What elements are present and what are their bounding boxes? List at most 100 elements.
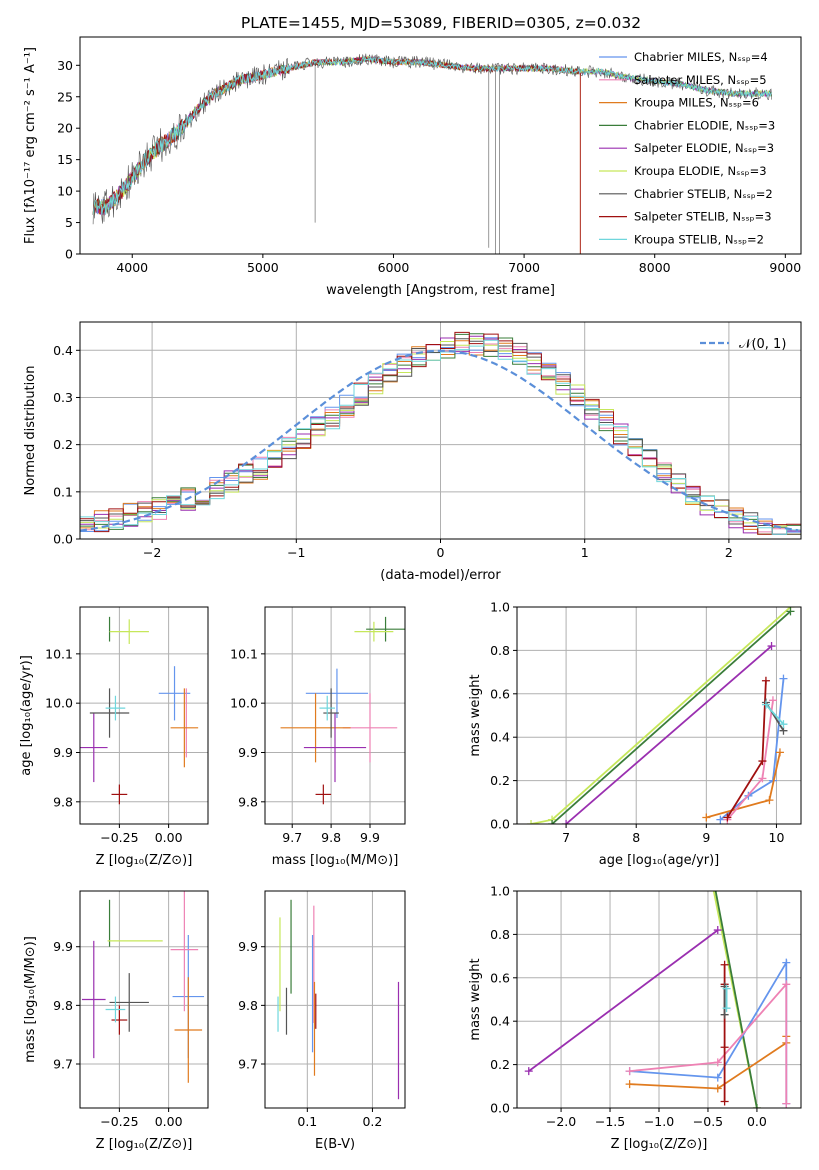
x-tick-label: −1.5: [595, 1114, 625, 1129]
plot-area: [527, 607, 795, 824]
legend-label-kroupa-stelib: Kroupa STELIB, Nₛₛₚ=2: [634, 232, 764, 246]
weight-kroupa-stelib-marker: [779, 720, 788, 729]
weight-kroupa-miles-marker: [775, 748, 784, 757]
y-tick-label: 9.8: [53, 998, 73, 1013]
y-tick-label: 0.1: [53, 484, 73, 499]
histogram-kroupa-stelib-line: [80, 339, 801, 535]
x-axis-label: Z [log₁₀(Z/Z⊙)]: [96, 853, 193, 868]
y-tick-label: 0: [65, 247, 73, 262]
plot-area: [80, 331, 801, 535]
weight-salpeter-elodie-marker: [767, 642, 776, 651]
weight-kroupa-miles-line: [706, 752, 781, 819]
y-tick-label: 0.3: [53, 390, 73, 405]
y-tick-label: 0.4: [490, 1014, 510, 1029]
weight-chabrier-stelib-marker: [720, 1010, 729, 1019]
legend-label-chabrier-elodie: Chabrier ELODIE, Nₛₛₚ=3: [634, 118, 775, 132]
x-tick-label: 10: [769, 830, 785, 845]
plot-area: [280, 616, 405, 805]
x-tick-label: 0.1: [297, 1114, 317, 1129]
x-tick-label: 0.00: [155, 830, 183, 845]
spectrum-panel: 4000 5000 6000 7000 8000 9000 0 5 10 15 20 25 30 wave…: [23, 36, 802, 298]
y-tick-label: 10.0: [230, 696, 258, 711]
weight-salpeter-miles-line: [629, 981, 788, 1104]
normal-pdf-curve: [80, 349, 799, 532]
y-tick-label: 1.0: [490, 600, 510, 615]
axes-frame: [79, 890, 209, 1109]
axes-frame: [516, 890, 802, 1109]
legend-label-normal: 𝒩(0, 1): [739, 337, 786, 352]
x-axis-label: wavelength [Angstrom, rest frame]: [326, 283, 555, 298]
weight-kroupa-elodie-marker: [709, 883, 717, 891]
x-axis-label: (data-model)/error: [380, 568, 501, 583]
plot-area: [92, 53, 773, 254]
y-tick-label: 9.9: [53, 745, 73, 760]
weight-salpeter-elodie-marker: [562, 820, 571, 824]
x-axis-label: E(B-V): [315, 1137, 355, 1152]
x-tick-label: 0.0: [747, 1114, 767, 1129]
y-axis-label: mass weight: [468, 674, 483, 756]
y-tick-label: 9.7: [238, 1057, 258, 1072]
weight-salpeter-miles-marker: [625, 1067, 634, 1076]
y-tick-label: 1.0: [490, 884, 510, 899]
weight-salpeter-stelib-marker: [723, 813, 732, 822]
spectrum-chabrier-stelib-line: [92, 53, 772, 254]
x-tick-label: 7: [562, 830, 570, 845]
y-tick-label: 9.9: [238, 745, 258, 760]
weight-salpeter-miles-marker: [768, 696, 777, 705]
y-tick-label: 9.7: [53, 1057, 73, 1072]
age-vs-mass-panel: 9.7 9.8 9.9 9.8 9.9 10.0 10.1 mass [log₁₀(M/M⊙)…: [230, 606, 406, 868]
weight-chabrier-elodie-line: [551, 610, 792, 824]
weight-kroupa-stelib-marker: [722, 984, 731, 993]
y-tick-label: 9.9: [53, 939, 73, 954]
weight-kroupa-elodie-marker: [527, 820, 536, 824]
spectrum-kroupa-stelib-line: [92, 55, 773, 215]
x-tick-label: 6000: [378, 260, 410, 275]
y-tick-label: 0.0: [490, 817, 510, 832]
age-vs-metallicity-panel: −0.25 0.00 9.8 9.9 10.0 10.1 Z [log₁₀(Z/Z⊙)] ag…: [19, 606, 209, 868]
weight-kroupa-miles-marker: [702, 813, 711, 822]
y-tick-label: 0.2: [490, 773, 510, 788]
y-tick-label: 0.4: [490, 730, 510, 745]
weight-kroupa-miles-marker: [625, 1080, 634, 1089]
x-tick-label: 8000: [639, 260, 671, 275]
residual-histogram-panel: −2 −1 0 1 2 0.0 0.1 0.2 0.3 0.4 (data-model)/error…: [23, 321, 802, 583]
weight-chabrier-miles-marker: [713, 1073, 722, 1082]
x-tick-label: −1: [287, 545, 305, 560]
weight-vs-metallicity-panel: −2.0 −1.5 −1.0 −0.5 0.0 0.0 0.2 0.4 0.6 0.8 1.0 Z […: [468, 883, 802, 1152]
y-tick-label: 9.9: [238, 939, 258, 954]
y-tick-label: 0.2: [490, 1057, 510, 1072]
x-tick-label: 9: [702, 830, 710, 845]
weight-chabrier-miles-marker: [716, 815, 725, 824]
weight-chabrier-elodie-marker: [786, 607, 795, 616]
weight-chabrier-elodie-line: [714, 891, 758, 1108]
axes-frame: [264, 606, 406, 825]
y-tick-label: 10.1: [45, 646, 73, 661]
legend-label-kroupa-miles: Kroupa MILES, Nₛₛₚ=6: [634, 96, 759, 110]
legend-label-salpeter-elodie: Salpeter ELODIE, Nₛₛₚ=3: [634, 141, 774, 155]
y-tick-label: 5: [65, 215, 73, 230]
y-axis-label: Flux [fλ10⁻¹⁷ erg cm⁻² s⁻¹ A⁻¹]: [23, 47, 38, 244]
weight-kroupa-stelib-marker: [722, 1004, 731, 1013]
weight-chabrier-miles-marker: [782, 958, 791, 967]
weight-salpeter-elodie-marker: [524, 1067, 533, 1076]
x-tick-label: 1: [581, 545, 589, 560]
axes-frame: [79, 606, 209, 825]
x-tick-label: −1.0: [644, 1114, 674, 1129]
legend-label-salpeter-miles: Salpeter MILES, Nₛₛₚ=5: [634, 73, 767, 87]
x-tick-label: 0: [437, 545, 445, 560]
x-axis-label: Z [log₁₀(Z/Z⊙)]: [96, 1137, 193, 1152]
x-tick-label: −0.25: [100, 830, 138, 845]
x-tick-label: 9000: [769, 260, 801, 275]
x-tick-label: −2: [143, 545, 161, 560]
y-tick-label: 10.0: [45, 696, 73, 711]
y-tick-label: 20: [57, 121, 73, 136]
legend-label-chabrier-stelib: Chabrier STELIB, Nₛₛₚ=2: [634, 187, 773, 201]
weight-salpeter-elodie-line: [528, 929, 719, 1072]
weight-salpeter-miles-marker: [713, 1058, 722, 1067]
weight-vs-age-panel: 7 8 9 10 0.0 0.2 0.4 0.6 0.8 1.0 age [log₁₀(age/yr…: [468, 600, 802, 868]
y-tick-label: 0.6: [490, 686, 510, 701]
x-tick-label: −0.5: [693, 1114, 723, 1129]
weight-salpeter-miles-marker: [782, 1099, 791, 1108]
weight-kroupa-miles-marker: [713, 1084, 722, 1093]
